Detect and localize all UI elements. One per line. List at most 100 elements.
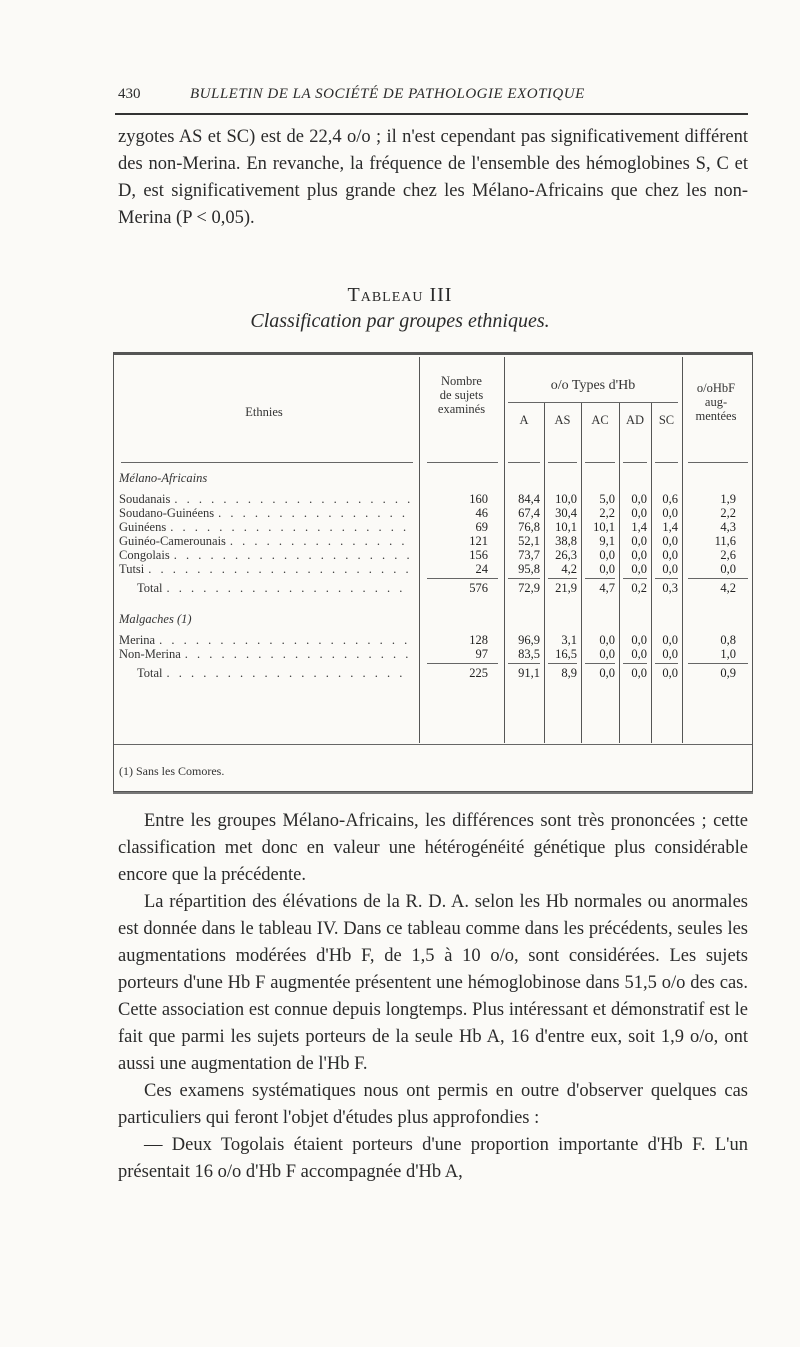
cell-as: 4,2 xyxy=(561,562,577,576)
cell-sc: 0,0 xyxy=(662,647,678,661)
leader-dots: . . . . . . . . . . . . . . . . . . . . … xyxy=(229,535,411,548)
paragraph-2: Entre les groupes Mélano-Africains, les … xyxy=(118,811,748,885)
cell-ad: 0,0 xyxy=(631,633,647,647)
ethnie-label: Congolais xyxy=(119,549,170,562)
cell-as: 10,1 xyxy=(555,520,577,534)
cell-hbf: 1,0 xyxy=(720,647,736,661)
group-heading: Mélano-Africains xyxy=(119,471,208,485)
leader-dots: . . . . . . . . . . . . . . . . . . . . … xyxy=(170,521,411,534)
table-subtitle: Classification par groupes ethniques. xyxy=(250,310,550,332)
cell-ad: 0,0 xyxy=(631,647,647,661)
page-number: 430 xyxy=(118,86,141,102)
group-heading: Malgaches (1) xyxy=(119,612,192,626)
total-rule xyxy=(548,663,577,664)
cell-hbf: 4,3 xyxy=(720,520,736,534)
cell-ad: 0,0 xyxy=(631,666,647,680)
cell-a: 83,5 xyxy=(518,647,540,661)
ethnie-row-label: Soudano-Guinéens . . . . . . . . . . . .… xyxy=(119,507,411,520)
cell-a: 95,8 xyxy=(518,562,540,576)
column-divider xyxy=(619,403,620,743)
cell-a: 67,4 xyxy=(518,506,540,520)
column-divider xyxy=(544,403,545,743)
ethnie-label: Non-Merina xyxy=(119,648,181,661)
header-type-SC: SC xyxy=(658,413,675,427)
cell-hbf: 4,2 xyxy=(720,581,736,595)
cell-ad: 0,0 xyxy=(631,548,647,562)
header-hbf-line: o/oHbF xyxy=(696,381,736,395)
cell-sc: 0,3 xyxy=(662,581,678,595)
cell-ad: 0,0 xyxy=(631,562,647,576)
leader-dots: . . . . . . . . . . . . . . . . . . . . … xyxy=(148,563,411,576)
header-underline xyxy=(688,462,748,463)
total-rule xyxy=(585,578,615,579)
cell-a: 91,1 xyxy=(518,666,540,680)
leader-dots: . . . . . . . . . . . . . . . . . . . . … xyxy=(184,648,411,661)
header-underline xyxy=(655,462,678,463)
ethnie-row-label: Soudanais . . . . . . . . . . . . . . . … xyxy=(119,493,411,506)
cell-ac: 5,0 xyxy=(599,492,615,506)
ethnie-label: Guinéo-Camerounais xyxy=(119,535,226,548)
leader-dots: . . . . . . . . . . . . . . . . . . . . … xyxy=(173,549,411,562)
cell-sc: 0,0 xyxy=(662,506,678,520)
cell-ad: 0,0 xyxy=(631,534,647,548)
header-underline xyxy=(623,462,647,463)
ethnie-row-label: Guinéo-Camerounais . . . . . . . . . . .… xyxy=(119,535,411,548)
leader-dots: . . . . . . . . . . . . . . . . . . . . … xyxy=(174,493,411,506)
cell-hbf: 2,6 xyxy=(720,548,736,562)
cell-sc: 0,0 xyxy=(662,534,678,548)
header-underline xyxy=(121,462,413,463)
ethnie-row-label: Congolais . . . . . . . . . . . . . . . … xyxy=(119,549,411,562)
table-iii: Ethnies Nombre de sujets examinés o/o Types … xyxy=(113,352,753,792)
column-divider xyxy=(651,403,652,743)
ethnie-label: Guinéens xyxy=(119,521,167,534)
cell-a: 72,9 xyxy=(518,581,540,595)
header-hbf-line: aug- xyxy=(704,395,728,409)
header-types: o/o Types d'Hb xyxy=(550,378,636,393)
header-type-AC: AC xyxy=(591,413,609,427)
total-row-label: Total . . . . . . . . . . . . . . . . . … xyxy=(137,582,411,595)
cell-as: 8,9 xyxy=(561,666,577,680)
leader-dots: . . . . . . . . . . . . . . . . . . . . … xyxy=(159,634,411,647)
cell-ad: 1,4 xyxy=(631,520,647,534)
total-rule xyxy=(655,663,678,664)
total-label: Total xyxy=(137,667,163,680)
total-label: Total xyxy=(137,582,163,595)
cell-ac: 0,0 xyxy=(599,633,615,647)
cell-as: 21,9 xyxy=(555,581,577,595)
cell-a: 73,7 xyxy=(518,548,540,562)
column-divider xyxy=(419,357,420,743)
cell-n: 576 xyxy=(469,581,488,595)
cell-hbf: 0,0 xyxy=(720,562,736,576)
leader-dots: . . . . . . . . . . . . . . . . . . . . … xyxy=(218,507,411,520)
cell-a: 76,8 xyxy=(518,520,540,534)
header-nombre-line: Nombre xyxy=(441,374,482,388)
ethnie-label: Tutsi xyxy=(119,563,145,576)
cell-n: 128 xyxy=(469,633,488,647)
header-underline xyxy=(548,462,577,463)
cell-n: 69 xyxy=(475,520,489,534)
cell-as: 10,0 xyxy=(555,492,577,506)
column-divider xyxy=(581,403,582,743)
cell-ac: 0,0 xyxy=(599,548,615,562)
total-rule xyxy=(548,578,577,579)
total-rule xyxy=(623,663,647,664)
cell-ac: 9,1 xyxy=(599,534,615,548)
cell-n: 121 xyxy=(469,534,488,548)
cell-sc: 0,0 xyxy=(662,633,678,647)
ethnie-row-label: Guinéens . . . . . . . . . . . . . . . .… xyxy=(119,521,411,534)
header-type-AD: AD xyxy=(625,413,645,427)
paragraph-4: Ces examens systématiques nous ont permi… xyxy=(118,1081,748,1128)
paragraph-1: zygotes AS et SC) est de 22,4 o/o ; il n… xyxy=(118,127,748,228)
total-rule xyxy=(688,663,748,664)
cell-sc: 0,0 xyxy=(662,548,678,562)
cell-n: 24 xyxy=(475,562,489,576)
header-underline xyxy=(508,462,540,463)
leader-dots: . . . . . . . . . . . . . . . . . . . . … xyxy=(166,582,411,595)
paragraph-3: La répartition des élévations de la R. D… xyxy=(118,892,748,1074)
header-underline xyxy=(427,462,498,463)
total-rule xyxy=(688,578,748,579)
cell-ac: 0,0 xyxy=(599,562,615,576)
cell-a: 84,4 xyxy=(518,492,540,506)
cell-sc: 0,0 xyxy=(662,666,678,680)
cell-sc: 1,4 xyxy=(662,520,678,534)
